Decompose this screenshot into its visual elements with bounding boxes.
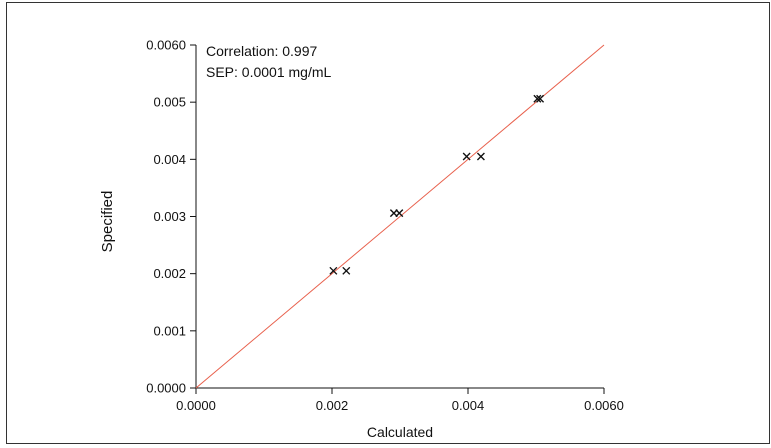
tick-labels: 0.0000 0.001 0.002 0.003 0.004 0.005 0.0060 0.0… <box>146 38 624 414</box>
fit-line-group <box>195 44 605 389</box>
fit-line <box>195 44 605 389</box>
ticks <box>190 44 605 394</box>
y-tick-label: 0.001 <box>153 323 186 338</box>
data-point <box>533 94 542 103</box>
data-point <box>329 266 338 275</box>
data-point <box>536 94 545 103</box>
x-tick-label: 0.002 <box>316 398 349 413</box>
y-tick-label: 0.003 <box>153 209 186 224</box>
annotation-text: Correlation: 0.997 <box>206 43 318 59</box>
x-axis-title: Calculated <box>367 424 433 440</box>
y-tick-label: 0.004 <box>153 152 186 167</box>
data-point <box>342 266 351 275</box>
y-tick-label: 0.0060 <box>146 38 186 53</box>
data-points <box>329 94 545 275</box>
x-tick-label: 0.0000 <box>176 398 216 413</box>
annotation-text: SEP: 0.0001 mg/mL <box>206 64 332 80</box>
x-tick-label: 0.004 <box>452 398 485 413</box>
y-tick-label: 0.005 <box>153 95 186 110</box>
x-tick-label: 0.0060 <box>584 398 624 413</box>
data-point <box>476 152 485 161</box>
data-point <box>462 152 471 161</box>
y-axis-title: Specified <box>99 191 116 253</box>
chart-frame <box>6 2 770 444</box>
data-point <box>395 209 404 218</box>
y-tick-label: 0.0000 <box>146 381 186 396</box>
y-tick-label: 0.002 <box>153 266 186 281</box>
annotations: Correlation: 0.997 SEP: 0.0001 mg/mL <box>206 43 332 80</box>
